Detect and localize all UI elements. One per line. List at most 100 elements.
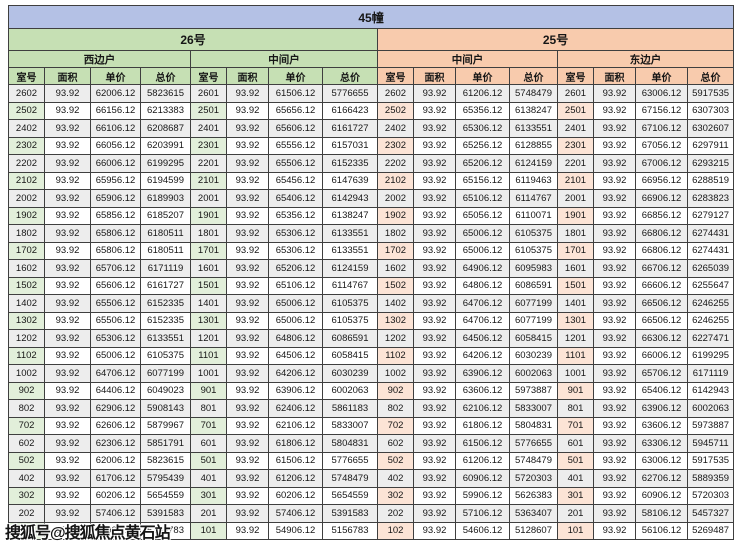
unit-price-cell: 62006.12 (90, 451, 141, 470)
unit-price-cell: 63006.12 (635, 84, 688, 103)
table-row: 402 93.92 61706.12 5795439 401 93.92 61206.12 5… (8, 469, 735, 488)
total-price-cell: 5654559 (140, 486, 191, 505)
area-cell: 93.92 (226, 451, 269, 470)
room-cell: 2501 (190, 101, 227, 120)
area-cell: 93.92 (44, 294, 91, 313)
unit-price-cell: 65806.12 (90, 241, 141, 260)
table-row: 802 93.92 62906.12 5908143 801 93.92 62406.12 5… (8, 399, 735, 418)
total-price-cell: 6110071 (509, 206, 558, 225)
total-price-cell: 6283823 (686, 189, 735, 208)
room-cell: 2102 (8, 171, 45, 190)
room-cell: 1102 (8, 346, 45, 365)
table-row: 1302 93.92 65506.12 6152335 1301 93.92 65006.1… (8, 311, 735, 330)
price-table: 45幢 26号 25号 西边户 中间户 中间户 东边户 室号 面积 单价 总价 … (7, 5, 735, 540)
col-room-header: 室号 (190, 67, 227, 85)
total-price-cell: 6030239 (509, 346, 558, 365)
total-price-cell: 6274431 (686, 241, 735, 260)
room-cell: 1501 (190, 276, 227, 295)
col-unitprice-header: 单价 (268, 67, 323, 85)
total-price-cell: 6077199 (140, 364, 191, 383)
area-cell: 93.92 (226, 399, 269, 418)
unit-price-cell: 60906.12 (635, 486, 688, 505)
total-price-cell: 6124159 (322, 259, 378, 278)
area-cell: 93.92 (413, 329, 456, 348)
room-cell: 1902 (377, 206, 414, 225)
unit-price-cell: 65306.12 (268, 224, 323, 243)
total-price-cell: 5833007 (509, 399, 558, 418)
area-cell: 93.92 (413, 504, 456, 523)
area-cell: 93.92 (44, 224, 91, 243)
unit-price-cell: 60206.12 (90, 486, 141, 505)
total-price-cell: 6185207 (140, 206, 191, 225)
room-cell: 1801 (190, 224, 227, 243)
total-price-cell: 6124159 (509, 154, 558, 173)
table-row: 2102 93.92 65956.12 6194599 2101 93.92 65456.1… (8, 171, 735, 190)
unit-price-cell: 65656.12 (268, 101, 323, 120)
unit-price-cell: 66156.12 (90, 101, 141, 120)
col-area-header: 面积 (413, 67, 456, 85)
unit-price-cell: 67156.12 (635, 101, 688, 120)
area-cell: 93.92 (44, 154, 91, 173)
area-cell: 93.92 (413, 84, 456, 103)
room-cell: 502 (8, 451, 45, 470)
building-title: 45幢 (7, 5, 735, 29)
total-price-cell: 6307303 (686, 101, 735, 120)
total-price-cell: 6133551 (322, 241, 378, 260)
room-cell: 701 (557, 416, 594, 435)
total-price-cell: 6171119 (686, 364, 735, 383)
area-cell: 93.92 (593, 136, 636, 155)
room-cell: 2302 (377, 136, 414, 155)
unit-price-cell: 63006.12 (635, 451, 688, 470)
area-cell: 93.92 (593, 189, 636, 208)
unit-price-cell: 64206.12 (455, 346, 510, 365)
area-cell: 93.92 (413, 381, 456, 400)
room-cell: 1601 (190, 259, 227, 278)
room-cell: 1302 (8, 311, 45, 330)
room-cell: 2602 (377, 84, 414, 103)
area-cell: 93.92 (413, 416, 456, 435)
area-cell: 93.92 (413, 276, 456, 295)
total-price-cell: 5776655 (322, 451, 378, 470)
unit-price-cell: 64506.12 (455, 329, 510, 348)
total-price-cell: 6180511 (140, 241, 191, 260)
room-cell: 702 (8, 416, 45, 435)
unit-price-cell: 60206.12 (268, 486, 323, 505)
room-cell: 802 (8, 399, 45, 418)
total-price-cell: 6147639 (322, 171, 378, 190)
total-price-cell: 6058415 (509, 329, 558, 348)
unit-price-cell: 65106.12 (455, 189, 510, 208)
total-price-cell: 6002063 (509, 364, 558, 383)
room-cell: 1002 (377, 364, 414, 383)
room-cell: 2502 (377, 101, 414, 120)
room-cell: 901 (190, 381, 227, 400)
total-price-cell: 5851791 (140, 434, 191, 453)
area-cell: 93.92 (44, 381, 91, 400)
room-cell: 101 (557, 521, 594, 540)
room-cell: 401 (557, 469, 594, 488)
unit-price-cell: 65406.12 (268, 189, 323, 208)
unit-price-cell: 64906.12 (455, 259, 510, 278)
total-price-cell: 5128607 (509, 521, 558, 540)
area-cell: 93.92 (413, 241, 456, 260)
area-cell: 93.92 (413, 101, 456, 120)
area-cell: 93.92 (226, 189, 269, 208)
room-cell: 601 (190, 434, 227, 453)
total-price-cell: 6274431 (686, 224, 735, 243)
table-row: 702 93.92 62606.12 5879967 701 93.92 62106.12 5… (8, 416, 735, 435)
unit-price-cell: 65106.12 (268, 276, 323, 295)
total-price-cell: 5804831 (509, 416, 558, 435)
unit-price-cell: 61506.12 (268, 84, 323, 103)
unit-price-cell: 64706.12 (455, 311, 510, 330)
total-price-cell: 5823615 (140, 84, 191, 103)
area-cell: 93.92 (226, 206, 269, 225)
room-cell: 701 (190, 416, 227, 435)
room-cell: 802 (377, 399, 414, 418)
unit-price-cell: 61506.12 (455, 434, 510, 453)
table-row: 1102 93.92 65006.12 6105375 1101 93.92 64506.1… (8, 346, 735, 365)
area-cell: 93.92 (593, 486, 636, 505)
unit-price-cell: 65806.12 (90, 224, 141, 243)
unit-price-cell: 65056.12 (455, 206, 510, 225)
table-row: 602 93.92 62306.12 5851791 601 93.92 61806.12 5… (8, 434, 735, 453)
total-price-cell: 6133551 (509, 119, 558, 138)
